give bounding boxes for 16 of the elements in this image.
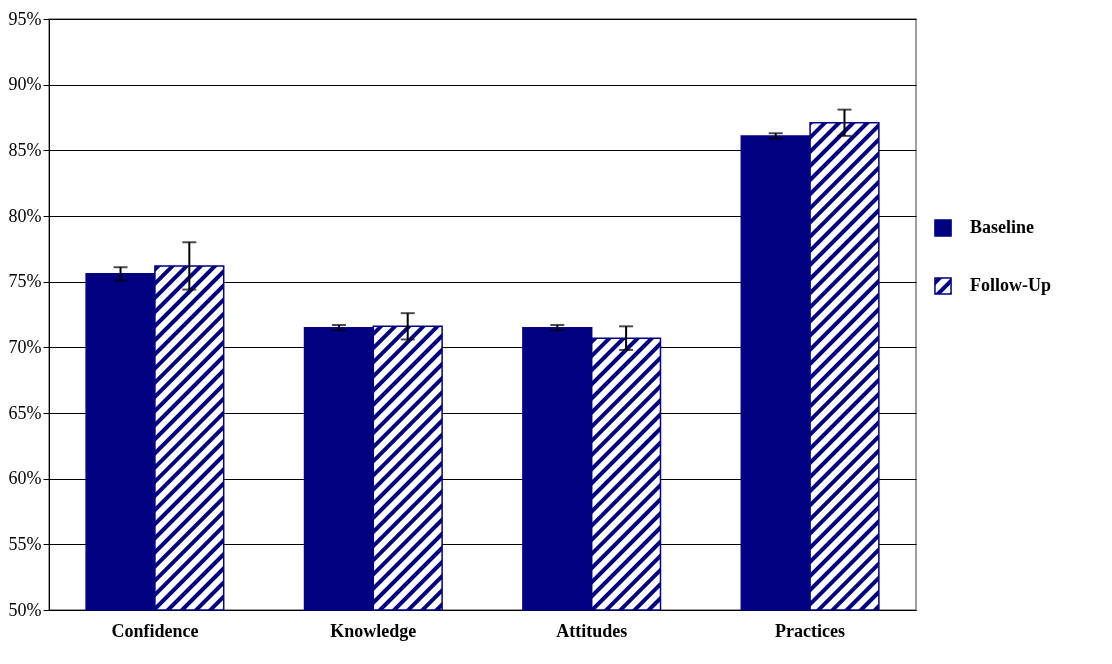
y-tick-label: 80% <box>8 205 42 226</box>
y-tick-label: 55% <box>8 533 42 554</box>
x-tick-label: Knowledge <box>330 620 417 641</box>
x-tick-label: Attitudes <box>556 620 628 641</box>
y-tick-label: 60% <box>8 468 42 489</box>
y-tick-label: 95% <box>8 8 42 29</box>
legend-label: Baseline <box>970 217 1035 237</box>
x-tick-label: Practices <box>775 620 846 641</box>
x-tick-label: Confidence <box>111 620 199 641</box>
y-tick-label: 70% <box>8 336 42 357</box>
y-tick-label: 90% <box>8 74 42 95</box>
legend-label: Follow-Up <box>970 275 1051 295</box>
y-tick-label: 65% <box>8 402 42 423</box>
y-tick-label: 75% <box>8 271 42 292</box>
y-tick-label: 85% <box>8 139 42 160</box>
y-tick-label: 50% <box>8 599 42 620</box>
